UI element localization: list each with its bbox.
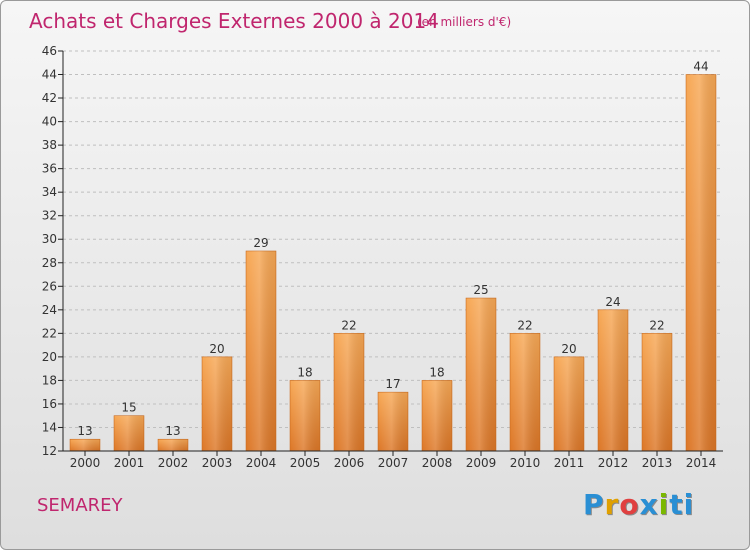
bar-sheen <box>246 251 276 451</box>
bar-value-label: 44 <box>693 60 708 74</box>
y-tick-label: 22 <box>42 326 57 340</box>
x-tick-label: 2006 <box>334 456 365 470</box>
bar-value-label: 20 <box>209 342 224 356</box>
y-tick-label: 36 <box>42 162 57 176</box>
y-tick-label: 28 <box>42 256 57 270</box>
x-tick-label: 2008 <box>422 456 453 470</box>
x-tick-label: 2009 <box>466 456 497 470</box>
chart-subtitle: (en milliers d'€) <box>417 15 512 29</box>
y-tick-label: 14 <box>42 420 57 434</box>
y-tick-label: 42 <box>42 91 57 105</box>
y-tick-label: 40 <box>42 115 57 129</box>
y-tick-label: 32 <box>42 209 57 223</box>
bar-sheen <box>466 298 496 451</box>
y-tick-label: 12 <box>42 444 57 458</box>
bar-value-label: 17 <box>385 377 400 391</box>
bar-sheen <box>378 392 408 451</box>
chart-title: Achats et Charges Externes 2000 à 2014 <box>29 9 439 33</box>
y-tick-label: 30 <box>42 232 57 246</box>
bar-value-label: 29 <box>253 236 268 250</box>
bar-value-label: 18 <box>297 365 312 379</box>
bar-value-label: 13 <box>77 424 92 438</box>
x-tick-label: 2013 <box>642 456 673 470</box>
bar-sheen <box>686 74 716 451</box>
bar-sheen <box>158 439 188 451</box>
bar-sheen <box>202 356 232 451</box>
x-tick-label: 2001 <box>114 456 145 470</box>
bar-value-label: 22 <box>649 318 664 332</box>
y-tick-label: 34 <box>42 185 57 199</box>
x-tick-label: 2010 <box>510 456 541 470</box>
y-tick-label: 20 <box>42 350 57 364</box>
x-tick-label: 2014 <box>686 456 717 470</box>
bar-sheen <box>114 415 144 451</box>
x-tick-label: 2004 <box>246 456 277 470</box>
y-tick-label: 38 <box>42 138 57 152</box>
bar-value-label: 13 <box>165 424 180 438</box>
bar-sheen <box>70 439 100 451</box>
x-tick-label: 2011 <box>554 456 585 470</box>
commune-name: SEMAREY <box>37 495 123 516</box>
bar-sheen <box>554 356 584 451</box>
bar-sheen <box>422 380 452 451</box>
y-tick-label: 44 <box>42 68 57 82</box>
x-tick-label: 2007 <box>378 456 409 470</box>
bar-sheen <box>334 333 364 451</box>
bar-value-label: 22 <box>517 318 532 332</box>
y-tick-label: 26 <box>42 279 57 293</box>
bar-sheen <box>510 333 540 451</box>
x-tick-label: 2012 <box>598 456 629 470</box>
y-tick-label: 16 <box>42 397 57 411</box>
bar-value-label: 22 <box>341 318 356 332</box>
x-tick-label: 2002 <box>158 456 189 470</box>
bar-sheen <box>642 333 672 451</box>
x-tick-label: 2005 <box>290 456 321 470</box>
bar-value-label: 24 <box>605 295 620 309</box>
proxiti-logo: Proxiti <box>583 488 695 521</box>
bar-value-label: 25 <box>473 283 488 297</box>
bar-value-label: 18 <box>429 365 444 379</box>
y-tick-label: 46 <box>42 44 57 58</box>
y-tick-label: 24 <box>42 303 57 317</box>
bar-value-label: 20 <box>561 342 576 356</box>
bar-sheen <box>598 309 628 451</box>
bar-value-label: 15 <box>121 401 136 415</box>
x-tick-label: 2000 <box>70 456 101 470</box>
y-tick-label: 18 <box>42 373 57 387</box>
bar-sheen <box>290 380 320 451</box>
x-tick-label: 2003 <box>202 456 233 470</box>
